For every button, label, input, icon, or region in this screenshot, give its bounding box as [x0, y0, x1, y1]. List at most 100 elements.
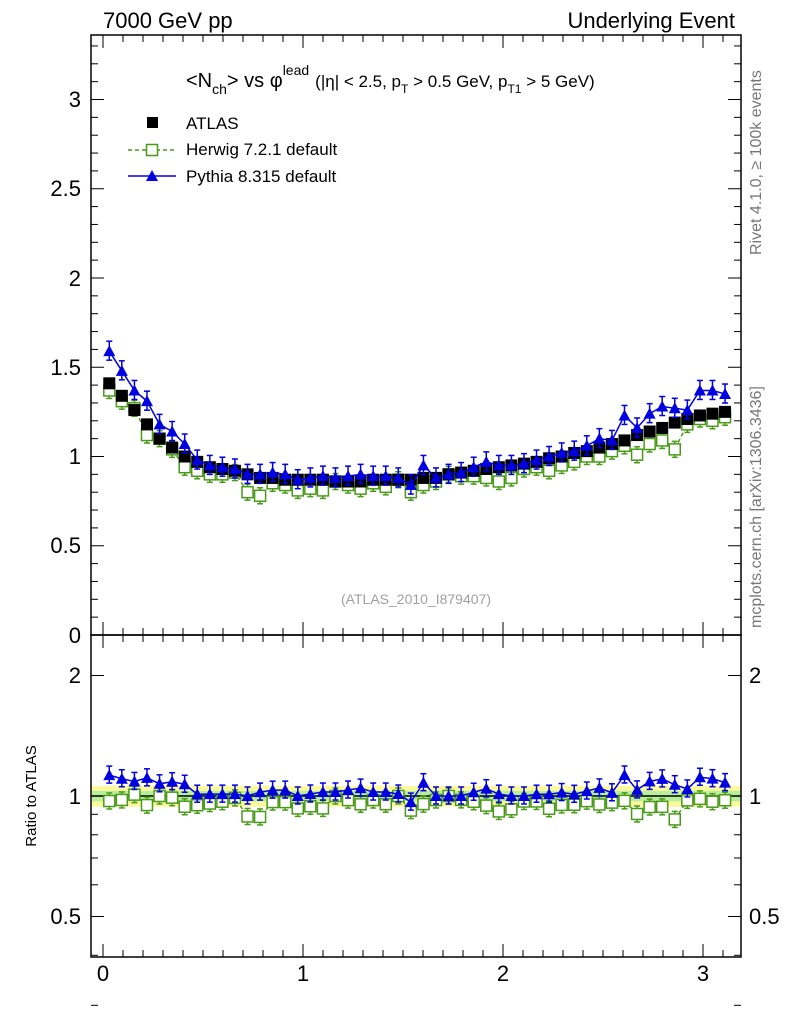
herwig-ratio-point [140, 798, 154, 812]
pythia-point [719, 388, 732, 400]
pythia-ratio-point [530, 788, 543, 800]
herwig-ratio-point [115, 793, 129, 807]
herwig-point [668, 443, 682, 456]
x-tick-label-1: 1 [297, 961, 309, 986]
pythia-ratio-point [266, 784, 279, 796]
pythia-point [643, 407, 656, 419]
herwig-ratio-point [354, 798, 367, 811]
legend-herwig-marker [145, 143, 159, 157]
pythia-ratio-point [254, 786, 267, 798]
title-phi-sup: lead [283, 62, 309, 78]
pythia-ratio-point [178, 778, 191, 790]
atlas-point [719, 405, 732, 418]
y-tick-label-1: 1 [69, 444, 81, 469]
herwig-point [542, 464, 556, 478]
atlas-point [693, 409, 706, 422]
legend-pythia-label: Pythia 8.315 default [186, 167, 337, 186]
atlas-point [140, 418, 153, 431]
y-tick-label-1.5: 1.5 [50, 355, 81, 380]
pythia-ratio-point [228, 788, 241, 800]
pythia-ratio-point [631, 783, 644, 795]
pythia-point [492, 459, 505, 471]
herwig-point [178, 460, 191, 474]
ratio-tick-label-2-right: 2 [749, 663, 761, 688]
chart-title: <Nch> vs φlead (|η| < 2.5, pT > 0.5 GeV, … [186, 62, 595, 97]
herwig-point [643, 437, 656, 451]
pythia-point [430, 471, 442, 483]
pythia-ratio-point [166, 775, 179, 787]
pythia-ratio-point [706, 772, 719, 784]
pythia-ratio-point [279, 784, 292, 796]
legend-atlas-marker [147, 117, 158, 128]
legend-herwig-label: Herwig 7.2.1 default [186, 140, 337, 159]
herwig-point [253, 489, 267, 503]
herwig-ratio-point [241, 810, 254, 823]
atlas-point [115, 389, 128, 402]
pythia-point [580, 439, 593, 451]
pythia-point [467, 461, 480, 473]
pythia-ratio-point [555, 786, 568, 798]
pythia-ratio-point [643, 775, 656, 787]
pythia-point [153, 418, 166, 430]
pythia-ratio-point [316, 786, 329, 798]
title-cuts-a: (|η| < 2.5, p [315, 72, 401, 91]
pythia-point [103, 345, 116, 357]
atlas-point [103, 377, 116, 390]
herwig-ratio-point [655, 800, 669, 814]
herwig-ratio-point [618, 794, 631, 808]
herwig-ratio-point [643, 800, 656, 814]
y-tick-label-3: 3 [69, 87, 81, 112]
pythia-ratio-point [329, 786, 342, 798]
pythia-ratio-point [480, 782, 493, 794]
pythia-point [392, 471, 405, 483]
ratio-tick-label-1-right: 1 [749, 784, 761, 809]
atlas-point [668, 416, 681, 429]
pythia-ratio-point [367, 786, 380, 798]
pythia-point [706, 384, 719, 396]
title-vs-phi: > vs φ [227, 70, 283, 92]
pythia-ratio-point [203, 788, 216, 800]
pythia-ratio-point [354, 782, 367, 794]
atlas-point [643, 425, 656, 438]
y-tick-label-2.5: 2.5 [50, 176, 81, 201]
herwig-point [655, 434, 669, 447]
title-pt1-sub: T1 [507, 82, 521, 96]
pythia-ratio-point [342, 784, 355, 796]
pythia-point [266, 466, 279, 478]
herwig-ratio-point [316, 802, 330, 815]
pythia-point [354, 468, 367, 480]
legend-atlas-label: ATLAS [186, 114, 239, 133]
pythia-point [505, 459, 518, 471]
pythia-point [568, 445, 581, 457]
pythia-point [329, 471, 342, 483]
pythia-point [631, 421, 644, 433]
herwig-ratio-point [630, 807, 644, 821]
pythia-point [517, 457, 530, 469]
herwig-point [630, 448, 644, 461]
pythia-point [140, 395, 153, 407]
pythia-ratio-point [140, 771, 153, 783]
pythia-point [216, 461, 229, 473]
header-right: Underlying Event [567, 8, 735, 33]
pythia-ratio-point [568, 788, 581, 800]
pythia-ratio-point [580, 785, 593, 797]
atlas-point [166, 441, 179, 454]
herwig-ratio-point [480, 799, 493, 812]
x-tick-label-2: 2 [497, 961, 509, 986]
pythia-ratio-point [693, 771, 706, 783]
pythia-point [417, 459, 430, 471]
herwig-ratio-point [103, 794, 116, 808]
pythia-point [404, 479, 417, 491]
pythia-point [668, 402, 681, 414]
pythia-point [455, 466, 468, 478]
pythia-point [291, 473, 304, 485]
pythia-ratio-point [442, 790, 455, 801]
pythia-ratio-point [618, 768, 631, 780]
herwig-ratio-point [165, 791, 179, 804]
pythia-ratio-point [128, 775, 141, 787]
header-left: 7000 GeV pp [103, 8, 233, 33]
herwig-ratio-point [593, 798, 606, 811]
y-tick-label-0: 0 [69, 623, 81, 648]
pythia-ratio-point [668, 778, 681, 790]
